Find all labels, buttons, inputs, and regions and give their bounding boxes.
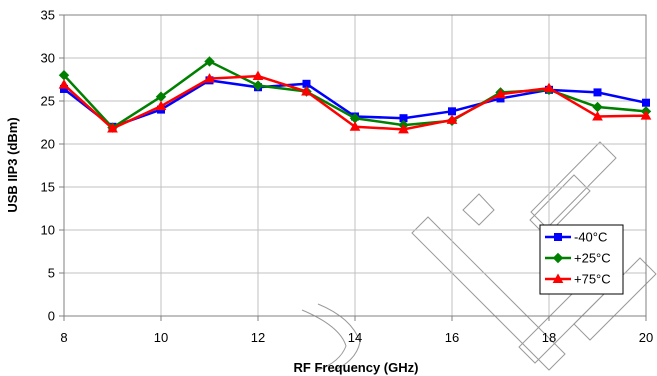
legend: -40°C +25°C +75°C [539, 224, 624, 295]
legend-label: -40°C [574, 230, 607, 245]
data-point-triangle [252, 70, 264, 81]
data-point-triangle [349, 121, 361, 131]
data-point-triangle [592, 110, 603, 121]
legend-label: +75°C [574, 272, 611, 287]
x-tick-label: 12 [251, 330, 265, 345]
data-point-diamond [204, 56, 215, 67]
legend-label: +25°C [574, 251, 611, 266]
legend-swatch-marker [552, 273, 564, 283]
data-point-triangle [543, 82, 555, 93]
x-tick-label: 16 [445, 330, 459, 345]
y-axis-ticks: 0 5 10 15 20 25 30 35 [41, 8, 64, 324]
legend-item-triangle: +75°C [545, 272, 611, 287]
series-triangle [58, 70, 652, 134]
y-tick-label: 0 [48, 309, 55, 324]
data-point-triangle [398, 123, 409, 134]
data-point-triangle [155, 100, 167, 111]
data-point-triangle [640, 110, 652, 120]
data-point-triangle [204, 73, 215, 83]
x-tick-label: 18 [542, 330, 556, 345]
data-point-triangle [446, 114, 458, 124]
data-point-diamond [592, 101, 603, 113]
y-tick-label: 5 [48, 266, 55, 281]
data-point-diamond [252, 80, 264, 91]
data-point-triangle [58, 79, 70, 89]
x-tick-label: 14 [348, 330, 362, 345]
x-axis-title: RF Frequency (GHz) [294, 360, 419, 375]
data-point-square [593, 88, 602, 97]
y-tick-label: 10 [41, 223, 55, 238]
legend-item-diamond: +25°C [545, 251, 611, 266]
x-tick-label: 10 [154, 330, 168, 345]
data-point-triangle [107, 123, 118, 133]
legend-swatch-marker [554, 233, 562, 241]
data-point-triangle [301, 86, 312, 96]
data-point-triangle [495, 88, 506, 99]
y-tick-label: 20 [41, 137, 55, 152]
x-tick-label: 8 [60, 330, 67, 345]
y-tick-label: 25 [41, 94, 55, 109]
y-tick-label: 15 [41, 180, 55, 195]
x-tick-label: 20 [639, 330, 653, 345]
legend-item-square: -40°C [545, 230, 607, 245]
x-axis-ticks: 8 10 12 14 16 18 20 [60, 316, 653, 345]
y-tick-label: 35 [41, 8, 55, 23]
y-axis-title: USB IIP3 (dBm) [5, 117, 20, 212]
data-point-square [642, 98, 650, 107]
data-point-square [448, 107, 456, 116]
y-tick-label: 30 [41, 51, 55, 66]
legend-swatch-marker [552, 252, 564, 264]
series-layer [58, 56, 652, 134]
